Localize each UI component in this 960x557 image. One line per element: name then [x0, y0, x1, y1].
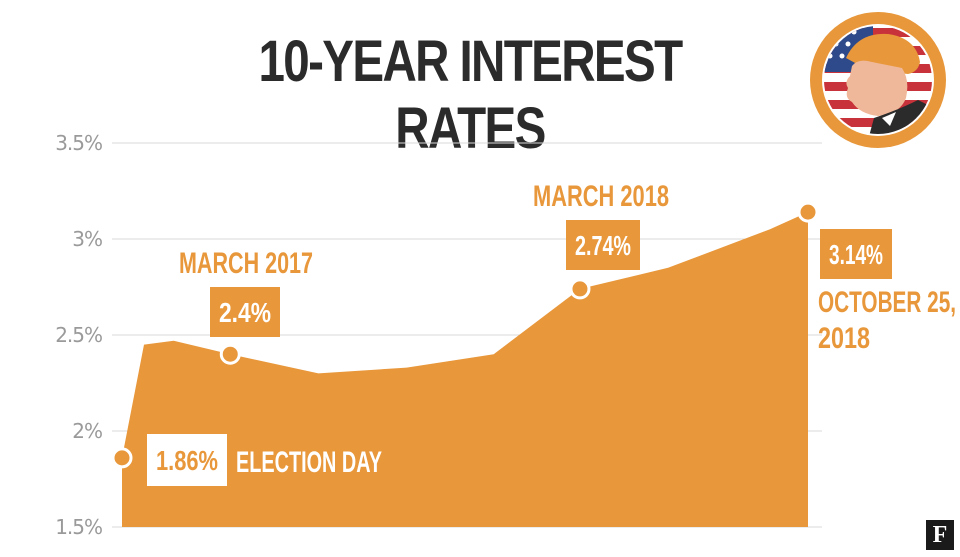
chart-title: 10-YEAR INTEREST RATES [258, 29, 683, 161]
area-series [122, 212, 808, 527]
october-2018-value: 3.14% [829, 239, 883, 270]
flag-icon [824, 26, 932, 134]
y-tick-label: 2.5% [55, 323, 102, 347]
y-tick-labels: 1.5% 2% 2.5% 3% 3.5% [55, 131, 103, 539]
y-tick-label: 2% [72, 419, 102, 443]
data-points [111, 201, 819, 469]
october-2018-label-line1: OCTOBER 25, [818, 286, 956, 319]
y-tick-label: 1.5% [55, 515, 102, 539]
october-2018-box [820, 229, 892, 279]
data-point [797, 201, 819, 223]
march-2017-label: MARCH 2017 [179, 247, 313, 280]
portrait-badge [810, 12, 946, 148]
election-day-box [147, 434, 227, 486]
election-day-label: ELECTION DAY [236, 446, 382, 479]
march-2018-box [566, 220, 640, 270]
y-tick-label: 3.5% [55, 131, 102, 155]
data-point [111, 447, 133, 469]
march-2018-label: MARCH 2018 [533, 180, 669, 213]
data-point [219, 343, 241, 365]
election-day-value: 1.86% [156, 445, 218, 476]
march-2017-box [210, 287, 280, 337]
data-point [569, 278, 591, 300]
march-2018-value: 2.74% [575, 230, 631, 261]
y-tick-label: 3% [72, 227, 102, 251]
october-2018-label-line2: 2018 [818, 322, 870, 355]
annotations: 1.86% ELECTION DAY MARCH 2017 2.4% MARCH 201… [147, 180, 956, 486]
forbes-logo: F [926, 520, 954, 550]
march-2017-value: 2.4% [219, 297, 271, 328]
